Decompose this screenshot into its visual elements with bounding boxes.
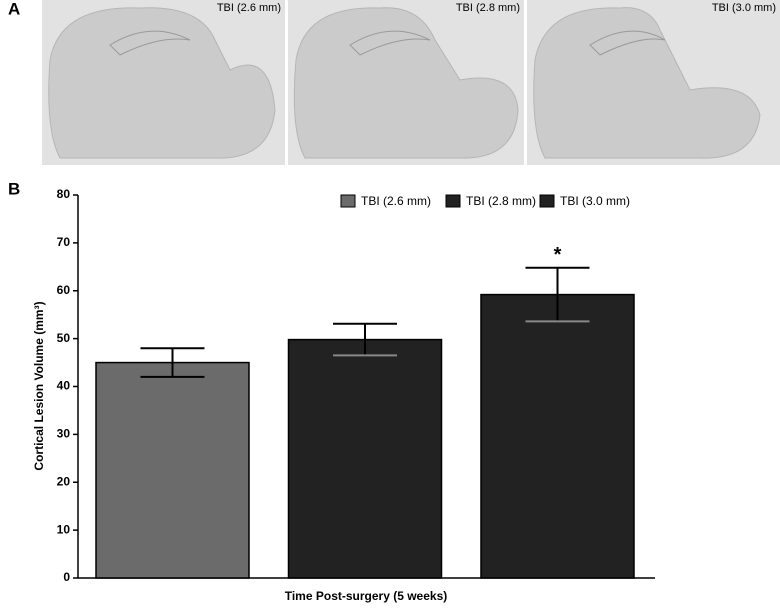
- y-axis-label: Cortical Lesion Volume (mm³): [32, 301, 46, 470]
- legend-label: TBI (3.0 mm): [560, 194, 630, 208]
- legend-swatch: [539, 194, 555, 208]
- y-tick-label: 20: [57, 474, 71, 488]
- bar: [287, 338, 443, 579]
- image-label: TBI (2.6 mm): [217, 2, 281, 14]
- significance-marker: *: [554, 244, 562, 266]
- legend-swatch: [445, 194, 461, 208]
- y-tick-label: 50: [57, 331, 71, 345]
- legend-label: TBI (2.8 mm): [466, 194, 536, 208]
- hippocampus: [589, 30, 666, 56]
- y-tick-label: 10: [57, 522, 71, 536]
- bar: [480, 293, 635, 579]
- image-label: TBI (2.8 mm): [456, 2, 520, 14]
- y-tick-label: 60: [57, 283, 71, 297]
- y-tick-label: 40: [57, 379, 71, 393]
- legend-swatch: [340, 194, 356, 208]
- panel-label: B: [8, 179, 20, 198]
- bar: [95, 361, 250, 579]
- legend-label: TBI (2.6 mm): [361, 194, 431, 208]
- brain-slice: [48, 7, 276, 159]
- hippocampus: [109, 30, 191, 56]
- brain-images: [42, 0, 780, 165]
- panel-label: A: [8, 0, 20, 18]
- y-tick-label: 70: [57, 235, 71, 249]
- y-tick-label: 80: [57, 187, 71, 201]
- image-label: TBI (3.0 mm): [712, 2, 776, 14]
- y-tick-label: 30: [57, 427, 71, 441]
- y-tick-label: 0: [63, 570, 70, 584]
- x-axis-label: Time Post-surgery (5 weeks): [285, 589, 448, 603]
- hippocampus: [349, 30, 431, 56]
